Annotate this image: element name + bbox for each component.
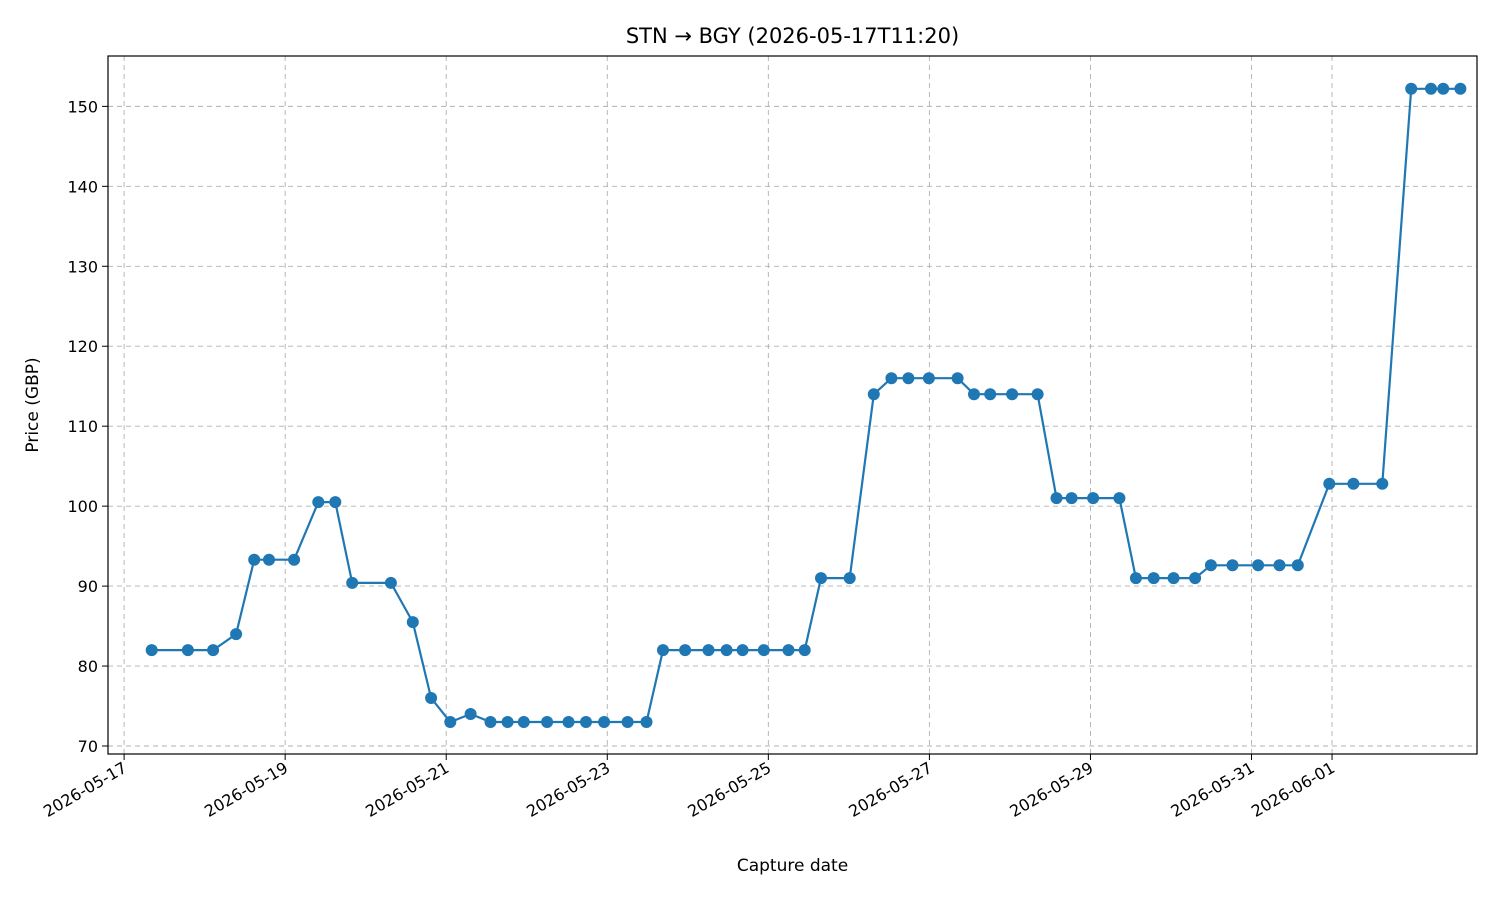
- data-point: [580, 716, 592, 728]
- plot-frame: [107, 55, 1478, 755]
- data-point: [621, 716, 634, 728]
- data-point: [1189, 572, 1202, 585]
- y-axis-ticks: 70 80 90 100 110 120 130 140 150: [67, 97, 108, 756]
- data-point: [1437, 82, 1450, 95]
- data-point: [702, 644, 715, 657]
- y-tick-label: 80: [78, 657, 98, 676]
- data-point: [1252, 559, 1265, 572]
- data-point: [843, 572, 856, 585]
- data-point: [736, 644, 749, 657]
- data-point: [640, 716, 653, 728]
- data-point: [782, 644, 795, 657]
- data-point: [885, 372, 898, 385]
- data-point: [968, 388, 980, 401]
- data-point: [867, 388, 880, 401]
- y-axis-label: Price (GBP): [23, 357, 43, 452]
- data-point: [1376, 477, 1389, 490]
- data-point: [922, 372, 935, 385]
- data-point: [1050, 492, 1063, 505]
- data-point: [517, 716, 530, 728]
- data-point: [984, 388, 997, 401]
- data-point: [1323, 477, 1336, 490]
- chart-title: STN → BGY (2026-05-17T11:20): [626, 24, 959, 48]
- data-point: [329, 496, 342, 509]
- data-point: [181, 644, 194, 657]
- data-point: [1147, 572, 1160, 585]
- data-point: [464, 708, 477, 720]
- data-point: [815, 572, 827, 585]
- data-point: [230, 628, 243, 641]
- data-point: [657, 644, 669, 657]
- data-point: [1113, 492, 1126, 505]
- data-point: [679, 644, 692, 657]
- data-point: [1204, 559, 1217, 572]
- y-tick-label: 130: [67, 257, 98, 276]
- data-point: [406, 616, 419, 629]
- data-point: [207, 644, 220, 657]
- y-tick-label: 90: [78, 577, 98, 596]
- data-point: [1129, 572, 1142, 585]
- data-point: [384, 576, 397, 589]
- data-point: [484, 716, 497, 728]
- data-point: [798, 644, 811, 657]
- data-point: [501, 716, 514, 728]
- data-point: [1226, 559, 1239, 572]
- x-axis-label: Capture date: [737, 856, 848, 876]
- data-point: [1347, 477, 1360, 490]
- data-point: [720, 644, 733, 657]
- y-tick-label: 150: [67, 97, 98, 116]
- data-point: [1167, 572, 1180, 585]
- y-tick-label: 110: [67, 417, 98, 436]
- series-group: [145, 82, 1467, 728]
- data-point: [1425, 82, 1437, 95]
- data-point: [562, 716, 575, 728]
- data-point: [1291, 559, 1304, 572]
- data-point: [1065, 492, 1078, 505]
- data-point: [346, 576, 359, 589]
- data-point: [598, 716, 611, 728]
- data-point: [145, 644, 158, 657]
- data-point: [263, 553, 275, 566]
- data-point: [902, 372, 915, 385]
- data-point: [951, 372, 964, 385]
- data-point: [1405, 82, 1418, 95]
- y-tick-label: 70: [78, 737, 98, 756]
- data-point: [444, 716, 457, 728]
- y-tick-label: 140: [67, 177, 98, 196]
- data-point: [757, 644, 770, 657]
- data-point: [1031, 388, 1044, 401]
- data-point: [541, 716, 554, 728]
- data-point: [288, 553, 301, 566]
- y-tick-label: 100: [67, 497, 98, 516]
- data-point: [425, 692, 438, 704]
- data-point: [312, 496, 325, 509]
- data-point: [1273, 559, 1286, 572]
- data-point: [1006, 388, 1019, 401]
- data-point: [1454, 82, 1467, 95]
- data-point: [1087, 492, 1100, 505]
- y-tick-label: 120: [67, 337, 98, 356]
- data-point: [248, 553, 261, 566]
